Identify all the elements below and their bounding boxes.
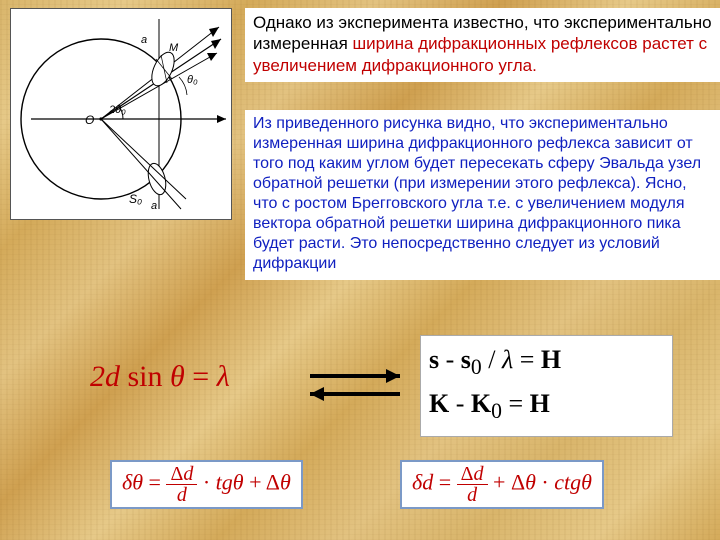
equation-delta-d: δd = Δdd + Δθ · ctgθ <box>400 460 604 509</box>
ewald-sphere-svg: O 2θ₀ θ₀ <box>11 9 231 219</box>
paragraph-explanation: Из приведенного рисунка видно, что экспе… <box>245 110 720 280</box>
svg-text:S₀: S₀ <box>129 192 142 206</box>
p2-text: Из приведенного рисунка видно, что экспе… <box>253 115 701 272</box>
slide-root: O 2θ₀ θ₀ <box>0 0 720 540</box>
svg-text:2θ₀: 2θ₀ <box>108 104 126 116</box>
paragraph-top: Однако из эксперимента известно, что экс… <box>245 8 720 82</box>
svg-text:a: a <box>141 34 147 46</box>
equation-bragg: 2d sin θ = λ <box>90 360 230 394</box>
svg-text:O: O <box>85 113 94 127</box>
svg-text:θ₀: θ₀ <box>187 74 198 86</box>
vector-eq-line1: s - s0 / λ = H <box>429 340 664 384</box>
svg-text:M: M <box>169 42 179 54</box>
ewald-sphere-figure: O 2θ₀ θ₀ <box>10 8 232 220</box>
equivalence-arrows-icon <box>300 360 410 410</box>
svg-text:a: a <box>151 200 157 212</box>
equation-delta-theta: δθ = Δdd · tgθ + Δθ <box>110 460 303 509</box>
vector-eq-line2: K - K0 = H <box>429 384 664 428</box>
equation-vector-box: s - s0 / λ = H K - K0 = H <box>420 335 673 437</box>
